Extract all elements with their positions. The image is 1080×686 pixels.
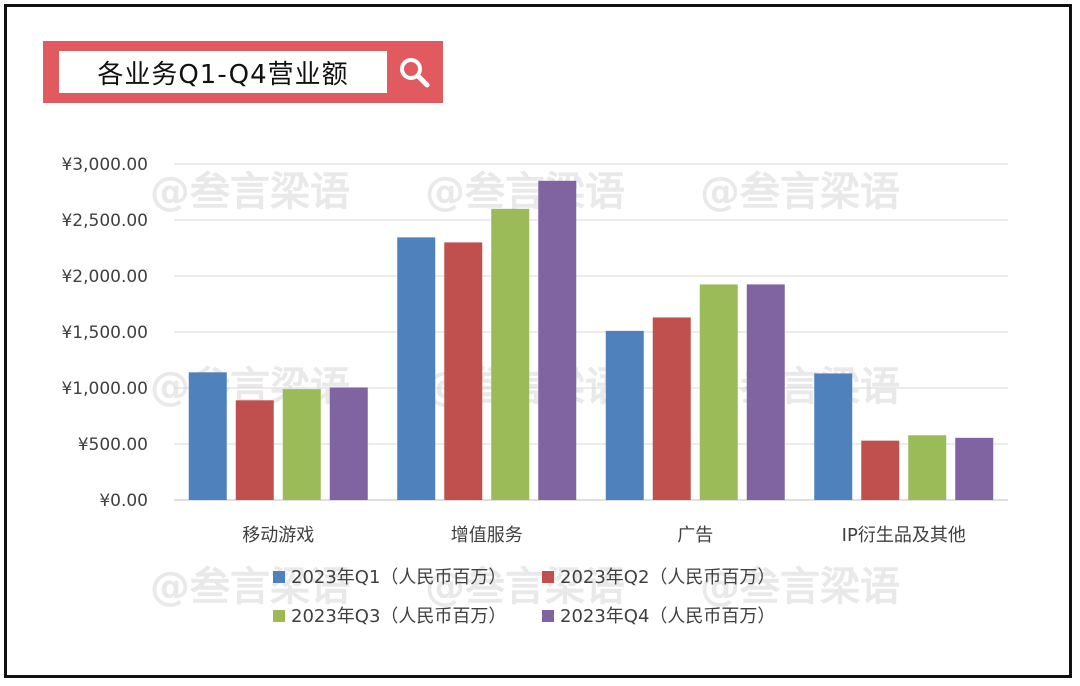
legend-label: 2023年Q2（人民币百万）	[560, 567, 775, 588]
x-tick-label: IP衍生品及其他	[842, 525, 966, 546]
watermark-text: @叁言梁语	[700, 564, 900, 610]
bar	[538, 180, 577, 501]
bar	[652, 317, 691, 500]
chart-frame: 各业务Q1-Q4营业额	[4, 4, 1072, 678]
x-axis-ticks: 移动游戏 增值服务 广告 IP衍生品及其他	[242, 525, 966, 546]
legend: 2023年Q1（人民币百万） 2023年Q2（人民币百万） 2023年Q3（人民币百…	[273, 567, 775, 627]
bar	[329, 387, 368, 500]
legend-label: 2023年Q1（人民币百万）	[291, 567, 506, 588]
watermark-text: @叁言梁语	[425, 564, 625, 610]
bar	[188, 372, 227, 500]
y-tick-label: ¥3,000.00	[61, 155, 148, 175]
bar	[491, 208, 530, 501]
y-tick-label: ¥0.00	[99, 491, 148, 511]
legend-swatch	[273, 571, 285, 583]
bar	[955, 437, 994, 500]
chart-title: 各业务Q1-Q4营业额	[59, 51, 387, 93]
y-tick-label: ¥2,500.00	[61, 211, 148, 231]
bar	[746, 284, 785, 500]
watermark-text: @叁言梁语	[150, 169, 350, 215]
legend-swatch	[542, 610, 554, 622]
legend-swatch	[542, 571, 554, 583]
bar	[861, 440, 900, 500]
y-axis-ticks: ¥0.00 ¥500.00 ¥1,000.00 ¥1,500.00 ¥2,000.00 ¥…	[61, 155, 148, 511]
watermark-text: @叁言梁语	[700, 169, 900, 215]
bar	[397, 237, 436, 501]
bar	[814, 373, 853, 500]
x-tick-label: 增值服务	[451, 525, 523, 546]
bar	[908, 435, 947, 500]
bar	[235, 400, 274, 500]
legend-label: 2023年Q3（人民币百万）	[291, 606, 506, 627]
bars	[188, 180, 994, 501]
legend-swatch	[273, 610, 285, 622]
bar	[282, 389, 321, 500]
bar	[444, 242, 483, 500]
bar	[699, 284, 738, 500]
x-tick-label: 移动游戏	[242, 525, 314, 546]
x-tick-label: 广告	[677, 525, 713, 546]
watermark-text: @叁言梁语	[150, 564, 350, 610]
y-tick-label: ¥2,000.00	[61, 267, 148, 287]
watermark-text: @叁言梁语	[425, 169, 625, 215]
y-tick-label: ¥500.00	[78, 435, 148, 455]
y-tick-label: ¥1,500.00	[61, 323, 148, 343]
search-icon[interactable]	[395, 54, 435, 90]
y-tick-label: ¥1,000.00	[61, 379, 148, 399]
bar	[605, 330, 644, 500]
legend-label: 2023年Q4（人民币百万）	[560, 606, 775, 627]
title-search-box: 各业务Q1-Q4营业额	[43, 41, 443, 103]
